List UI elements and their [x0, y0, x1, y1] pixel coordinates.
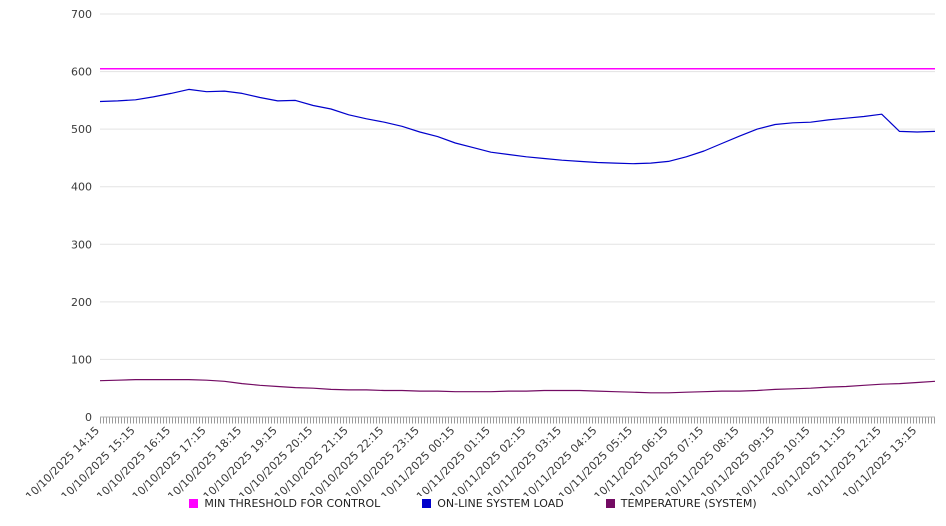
y-axis-tick-label: 400 — [71, 181, 92, 194]
series-line-temperature-system- — [99, 379, 936, 394]
legend-item-temperature-system-: TEMPERATURE (SYSTEM) — [605, 497, 757, 510]
series-line-on-line-system-load — [99, 88, 936, 165]
y-axis-tick-label: 0 — [85, 411, 92, 424]
legend-item-min-threshold-for-control: MIN THRESHOLD FOR CONTROL — [189, 497, 380, 510]
y-axis-tick-label: 600 — [71, 66, 92, 79]
legend-swatch-icon — [605, 499, 615, 508]
legend-item-on-line-system-load: ON-LINE SYSTEM LOAD — [422, 497, 564, 510]
x-axis-tick-label: 10/10/2025 14:15 — [23, 424, 102, 496]
y-axis-tick-label: 500 — [71, 123, 92, 136]
legend-label: TEMPERATURE (SYSTEM) — [620, 497, 757, 510]
y-axis-tick-label: 300 — [71, 238, 92, 251]
y-axis-tick-label: 700 — [71, 8, 92, 21]
y-axis-tick-label: 100 — [71, 353, 92, 366]
chart-legend: MIN THRESHOLD FOR CONTROL ON-LINE SYSTEM … — [0, 497, 946, 510]
legend-label: MIN THRESHOLD FOR CONTROL — [204, 497, 381, 510]
legend-swatch-icon — [422, 499, 432, 508]
legend-swatch-icon — [189, 499, 199, 508]
legend-label: ON-LINE SYSTEM LOAD — [437, 497, 564, 510]
y-axis-tick-label: 200 — [71, 296, 92, 309]
